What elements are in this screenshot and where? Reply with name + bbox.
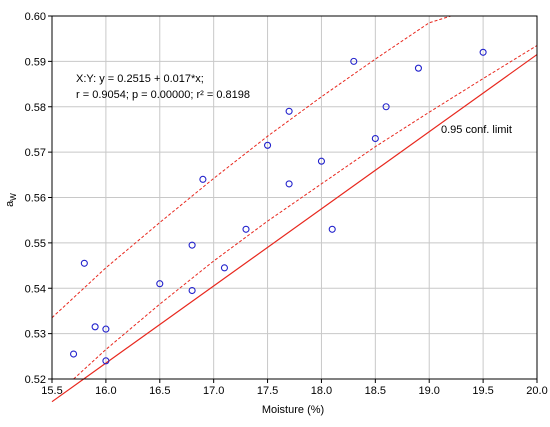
y-tick-label: 0.59 [25, 56, 46, 68]
data-point [70, 350, 78, 358]
confidence-band-layer [51, 15, 538, 380]
y-axis-label-subscript: W [9, 193, 18, 201]
confidence-band-lower [73, 45, 538, 380]
regression-line [51, 54, 538, 403]
y-tick-label: 0.60 [25, 11, 46, 23]
y-tick-label: 0.53 [25, 329, 46, 341]
data-point [382, 103, 390, 111]
data-point [80, 259, 88, 267]
x-tick-label: 18.0 [311, 385, 332, 397]
equation-line-2: r = 0.9054; p = 0.00000; r² = 0.8198 [76, 89, 250, 101]
data-point [242, 225, 250, 233]
y-tick-label: 0.56 [25, 193, 46, 205]
data-point [156, 280, 164, 288]
data-point [199, 175, 207, 183]
data-point [285, 107, 293, 115]
y-tick-label: 0.57 [25, 147, 46, 159]
y-tick-label: 0.52 [25, 374, 46, 386]
data-point [188, 286, 196, 295]
confidence-limit-label: 0.95 conf. limit [441, 124, 512, 136]
x-tick-label: 17.0 [203, 385, 224, 397]
data-point [188, 241, 196, 249]
data-point [285, 180, 293, 188]
x-tick-label: 20.0 [526, 385, 547, 397]
x-tick-label: 19.0 [419, 385, 440, 397]
y-tick-label: 0.55 [25, 238, 46, 250]
data-points-layer [70, 48, 487, 365]
data-point [102, 325, 110, 333]
confidence-band-upper [51, 15, 451, 319]
equation-line-1: X:Y: y = 0.2515 + 0.017*x; [76, 73, 204, 85]
x-tick-label: 19.5 [472, 385, 493, 397]
y-tick-label: 0.58 [25, 102, 46, 114]
x-axis-label: Moisture (%) [262, 404, 324, 416]
data-point [91, 323, 99, 331]
regression-line-layer [51, 54, 538, 403]
data-point [479, 48, 487, 56]
data-point [350, 57, 358, 65]
data-point [414, 64, 422, 72]
x-tick-label: 17.5 [257, 385, 278, 397]
data-point [264, 141, 272, 149]
y-axis-label-main: a [4, 200, 16, 207]
data-point [371, 134, 379, 143]
grid-layer [51, 15, 538, 380]
data-point [102, 357, 110, 365]
x-tick-label: 15.5 [41, 385, 62, 397]
data-point [220, 264, 228, 272]
y-axis-label: aW [4, 193, 18, 207]
x-tick-label: 16.5 [149, 385, 170, 397]
tick-layer: 15.5 16.0 16.5 17.0 17.5 18.0 18.5 19.0 19.5 20.0… [25, 11, 548, 397]
y-tick-label: 0.54 [25, 283, 46, 295]
data-point [328, 225, 336, 233]
x-tick-label: 18.5 [365, 385, 386, 397]
x-tick-label: 16.0 [95, 385, 116, 397]
data-point [317, 157, 325, 165]
